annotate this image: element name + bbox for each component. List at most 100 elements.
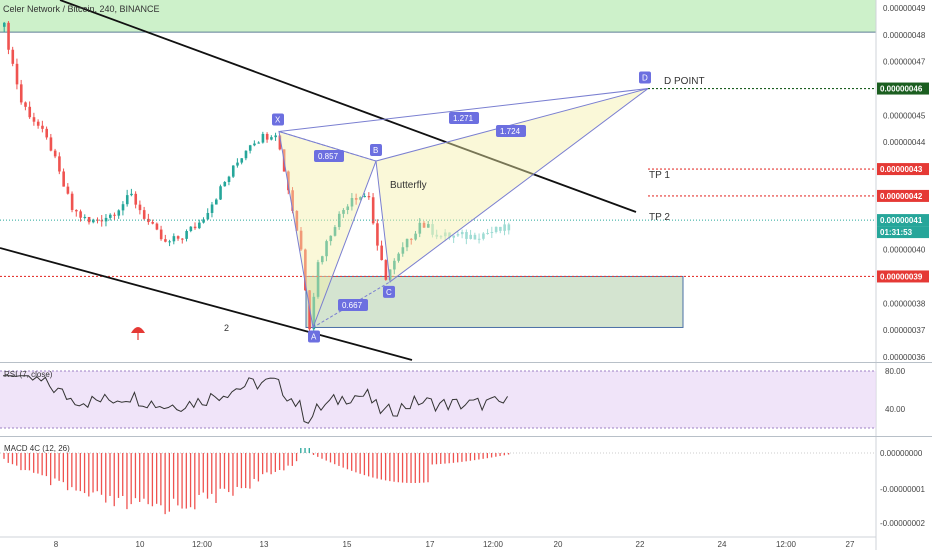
candle-body <box>231 165 235 177</box>
pane-separator-rsi[interactable] <box>0 362 932 363</box>
price-badge-label: 01:31:53 <box>880 228 913 237</box>
candle-body <box>244 150 248 159</box>
price-badge-label: 0.00000042 <box>880 192 923 201</box>
umbrella-icon <box>131 327 145 333</box>
candle-body <box>439 236 443 238</box>
candle-body <box>113 214 116 216</box>
candle-body <box>270 137 273 140</box>
price-tick-label: 0.00000040 <box>883 246 926 255</box>
candle-body <box>185 231 188 239</box>
candle-body <box>503 224 506 231</box>
time-tick-label: 10 <box>136 540 145 549</box>
candle-body <box>41 125 44 129</box>
candle-body <box>7 22 10 50</box>
demand-zone <box>305 275 684 328</box>
candle-body <box>215 199 218 205</box>
candle-body <box>155 223 159 230</box>
ratio-badge <box>496 125 526 137</box>
candle-body <box>164 239 167 242</box>
candle-body <box>92 219 95 223</box>
pane-separator-macd[interactable] <box>0 436 932 437</box>
price-tick-label: 0.00000038 <box>883 299 926 308</box>
candle-body <box>384 260 388 280</box>
macd-tick-label: -0.00000002 <box>880 519 925 528</box>
candle-body <box>49 137 53 151</box>
time-tick-label: 27 <box>846 540 855 549</box>
candle-body <box>401 247 405 254</box>
supply-zone <box>0 0 876 33</box>
pattern-point-label: D <box>642 74 648 83</box>
price-badge-label: 0.00000039 <box>880 272 923 281</box>
time-tick-label: 20 <box>554 540 563 549</box>
price-tick-label: 0.00000044 <box>883 138 926 147</box>
time-tick-label: 8 <box>54 540 59 549</box>
chart-title: Celer Network / Bitcoin, 240, BINANCE <box>3 4 160 14</box>
candle-body <box>265 133 269 140</box>
candle-body <box>181 238 184 240</box>
candle-body <box>456 234 460 236</box>
descending-trendline-lower <box>0 247 413 361</box>
ratio-label: 1.271 <box>453 114 474 123</box>
candle-body <box>299 230 303 250</box>
rsi-band <box>0 371 876 428</box>
candle-body <box>316 262 320 297</box>
rsi-tick-label: 80.00 <box>885 367 906 376</box>
candle-body <box>359 197 362 200</box>
candle-body <box>193 226 197 229</box>
candle-body <box>443 232 447 237</box>
candle-body <box>405 238 409 248</box>
candle-body <box>431 224 434 235</box>
price-badge <box>877 189 929 202</box>
candle-body <box>240 158 244 163</box>
candle-body <box>287 171 290 191</box>
candle-body <box>482 233 485 239</box>
candle-body <box>460 232 464 235</box>
candle-body <box>325 241 328 257</box>
candle-body <box>28 106 32 118</box>
candle-body <box>24 102 27 107</box>
candle-body <box>79 211 82 218</box>
candle-body <box>342 209 345 214</box>
candle-body <box>142 210 146 219</box>
candle-body <box>19 84 23 103</box>
pattern-name: Butterfly <box>390 180 427 191</box>
candle-body <box>104 217 108 222</box>
candle-body <box>410 238 413 240</box>
candle-body <box>333 227 337 236</box>
candle-body <box>236 162 239 166</box>
candle-body <box>121 204 125 211</box>
time-tick-label: 24 <box>718 540 727 549</box>
tp2-annotation: TP 2 <box>649 212 670 223</box>
descending-trendline-upper <box>59 0 637 213</box>
candle-body <box>3 22 6 27</box>
candle-body <box>83 216 87 218</box>
time-tick-label: 13 <box>260 540 269 549</box>
candle-body <box>53 150 57 157</box>
time-tick-label: 15 <box>343 540 352 549</box>
pattern-triangle-bcd <box>375 88 649 283</box>
ratio-badge <box>338 299 368 311</box>
candle-body <box>117 210 121 216</box>
price-tick-label: 0.00000049 <box>883 4 926 13</box>
candle-body <box>62 171 65 187</box>
candle-body <box>278 135 282 150</box>
candle-body <box>32 117 36 122</box>
candle-body <box>494 226 498 233</box>
price-badge <box>877 226 929 239</box>
candle-body <box>138 204 142 211</box>
candle-body <box>312 296 316 330</box>
candle-body <box>109 214 112 218</box>
candle-body <box>210 204 214 213</box>
candle-body <box>452 235 456 238</box>
candle-body <box>414 233 417 240</box>
candle-body <box>202 219 205 223</box>
pattern-point-b-badge <box>370 144 382 157</box>
candle-body <box>422 222 426 228</box>
candle-body <box>435 234 439 237</box>
time-tick-label: 17 <box>426 540 435 549</box>
candle-body <box>15 63 19 85</box>
pattern-line-xb <box>278 131 377 162</box>
wave-label: 2 <box>224 323 229 333</box>
candle-body <box>70 193 74 210</box>
